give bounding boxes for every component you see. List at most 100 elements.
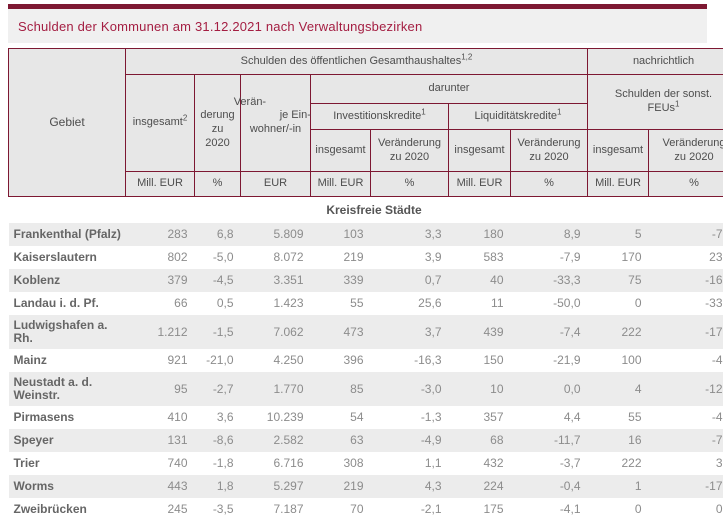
cell-feu-veraenderung: 0,0 (715, 502, 723, 516)
cell-feu-insgesamt: 5 (634, 227, 642, 241)
unit-label: % (212, 177, 223, 190)
group-header-feus-label: Schulden der sonst. FEUs (614, 88, 713, 114)
group-header-liquiditaetskredite-label: Liquiditätskredite (474, 109, 558, 122)
unit-label: % (404, 177, 415, 190)
cell-investitionskredite-insgesamt: 70 (350, 502, 364, 516)
cell-veraenderung-2020: 0,5 (216, 296, 234, 310)
table-row: Pirmasens 410 3,6 10.239 54 -1,3 357 4,4… (9, 406, 723, 429)
table-row: Worms 443 1,8 5.297 219 4,3 224 -0,4 1 -… (8, 474, 723, 498)
unit-header: % (194, 171, 241, 197)
col-header-feu-insgesamt: insgesamt (587, 129, 649, 172)
cell-liquiditaetskredite-veraenderung: -50,0 (553, 296, 581, 310)
group-header-gesamthaushalt-label: Schulden des öffentlichen Gesamthaushalt… (240, 54, 462, 67)
table-body: Kreisfreie Städte Frankenthal (Pfalz) 28… (8, 196, 723, 516)
cell-liquiditaetskredite-insgesamt: 175 (483, 502, 504, 516)
table-row: Trier 740 -1,8 6.716 308 1,1 432 -3,7 22… (9, 452, 723, 475)
cell-liquiditaetskredite-insgesamt: 224 (483, 479, 504, 493)
unit-label: Mill. EUR (456, 177, 503, 190)
cell-feu-insgesamt: 170 (621, 250, 642, 264)
group-header-liquiditaetskredite: Liquiditätskredite1 (448, 103, 588, 130)
unit-label: EUR (263, 177, 288, 190)
row-label-gebiet: Pirmasens (13, 409, 75, 424)
section-header-row: Kreisfreie Städte (8, 196, 723, 223)
cell-insgesamt: 131 (167, 433, 188, 447)
group-header-darunter: darunter (310, 74, 588, 104)
cell-feu-insgesamt: 75 (628, 273, 642, 287)
cell-insgesamt: 245 (167, 502, 188, 516)
row-label-gebiet: Speyer (13, 432, 54, 447)
col-header-feu-insgesamt-label: insgesamt (592, 143, 644, 156)
cell-liquiditaetskredite-insgesamt: 150 (483, 353, 504, 367)
table-row: Neustadt a. d. Weinstr. 95 -2,7 1.770 85… (8, 371, 723, 406)
cell-veraenderung-2020: 1,8 (216, 479, 234, 493)
cell-investitionskredite-insgesamt: 219 (343, 479, 364, 493)
cell-feu-insgesamt: 222 (621, 324, 642, 339)
unit-label: Mill. EUR (317, 177, 364, 190)
cell-liquiditaetskredite-insgesamt: 583 (483, 250, 504, 264)
cell-liquiditaetskredite-insgesamt: 40 (490, 273, 504, 287)
unit-header: % (510, 171, 588, 197)
cell-veraenderung-2020: -1,8 (212, 456, 234, 470)
cell-liquiditaetskredite-insgesamt: 11 (491, 296, 504, 310)
cell-feu-insgesamt: 4 (634, 381, 642, 396)
row-label-gebiet: Neustadt a. d. Weinstr. (13, 374, 93, 402)
cell-investitionskredite-veraenderung: -16,3 (414, 353, 442, 367)
col-header-inv-veraenderung-label: Veränderung zu 2020 (378, 136, 441, 163)
cell-liquiditaetskredite-veraenderung: 8,9 (563, 227, 581, 241)
cell-investitionskredite-veraenderung: 1,1 (424, 456, 442, 470)
footnote-ref: 1 (557, 106, 562, 116)
row-label-gebiet: Worms (13, 478, 54, 493)
col-header-liq-veraenderung-label: Veränderung zu 2020 (517, 136, 581, 163)
col-header-liq-veraenderung: Veränderung zu 2020 (510, 129, 588, 172)
cell-liquiditaetskredite-veraenderung: 0,0 (563, 381, 581, 396)
footnote-ref: 2 (182, 113, 188, 123)
cell-feu-veraenderung: -33,3 (705, 296, 723, 310)
group-header-investitionskredite: Investitionskredite1 (310, 103, 449, 130)
unit-header: Mill. EUR (587, 171, 649, 197)
cell-liquiditaetskredite-veraenderung: -4,1 (559, 502, 581, 516)
col-header-je-einwohner-label: je Ein- wohner/-in (249, 109, 311, 135)
cell-liquiditaetskredite-veraenderung: 4,4 (563, 410, 581, 424)
unit-label: Mill. EUR (595, 177, 641, 190)
unit-header: % (370, 171, 449, 197)
cell-investitionskredite-veraenderung: -1,3 (420, 410, 442, 424)
cell-je-einwohner: 1.770 (273, 381, 304, 396)
cell-insgesamt: 410 (167, 410, 188, 424)
cell-investitionskredite-veraenderung: 3,3 (424, 227, 442, 241)
row-label-gebiet: Frankenthal (Pfalz) (13, 226, 121, 241)
group-header-nachrichtlich-label: nachrichtlich (632, 54, 695, 67)
row-label-gebiet: Koblenz (13, 272, 61, 287)
cell-veraenderung-2020: -2,7 (212, 381, 234, 396)
table-row: Kaiserslautern 802 -5,0 8.072 219 3,9 58… (9, 246, 723, 269)
col-header-liq-insgesamt: insgesamt (448, 129, 511, 172)
cell-feu-insgesamt: 55 (628, 410, 642, 424)
table-row: Landau i. d. Pf. 66 0,5 1.423 55 25,6 11… (9, 292, 723, 315)
cell-insgesamt: 443 (167, 479, 188, 493)
cell-liquiditaetskredite-veraenderung: -11,7 (554, 433, 581, 447)
unit-label: Mill. EUR (137, 177, 183, 190)
cell-feu-veraenderung: -17,6 (705, 324, 723, 339)
col-header-feu-veraenderung-label: Veränderung zu 2020 (662, 136, 723, 163)
cell-insgesamt: 379 (167, 273, 188, 287)
table-row: Speyer 131 -8,6 2.582 63 -4,9 68 -11,7 1… (8, 428, 723, 452)
cell-insgesamt: 66 (174, 296, 188, 310)
cell-investitionskredite-insgesamt: 473 (343, 324, 364, 339)
footnote-ref: 1 (675, 99, 680, 109)
cell-je-einwohner: 10.239 (266, 410, 304, 424)
cell-liquiditaetskredite-veraenderung: -0,4 (559, 479, 581, 493)
row-label-gebiet: Mainz (13, 352, 47, 367)
group-header-darunter-label: darunter (428, 82, 470, 95)
cell-liquiditaetskredite-veraenderung: -21,9 (553, 353, 581, 367)
group-header-nachrichtlich: nachrichtlich (586, 48, 723, 75)
cell-je-einwohner: 4.250 (273, 353, 304, 367)
cell-liquiditaetskredite-veraenderung: -33,3 (553, 273, 581, 287)
cell-feu-insgesamt: 100 (621, 353, 642, 367)
table-header: Gebiet Schulden des öffentlichen Gesamth… (8, 48, 723, 197)
cell-liquiditaetskredite-insgesamt: 10 (490, 381, 504, 396)
cell-insgesamt: 740 (167, 456, 188, 470)
cell-liquiditaetskredite-insgesamt: 439 (483, 324, 504, 339)
section-header: Kreisfreie Städte (326, 202, 422, 217)
footnote-ref: 1,2 (461, 51, 473, 61)
cell-investitionskredite-veraenderung: 0,7 (424, 273, 442, 287)
